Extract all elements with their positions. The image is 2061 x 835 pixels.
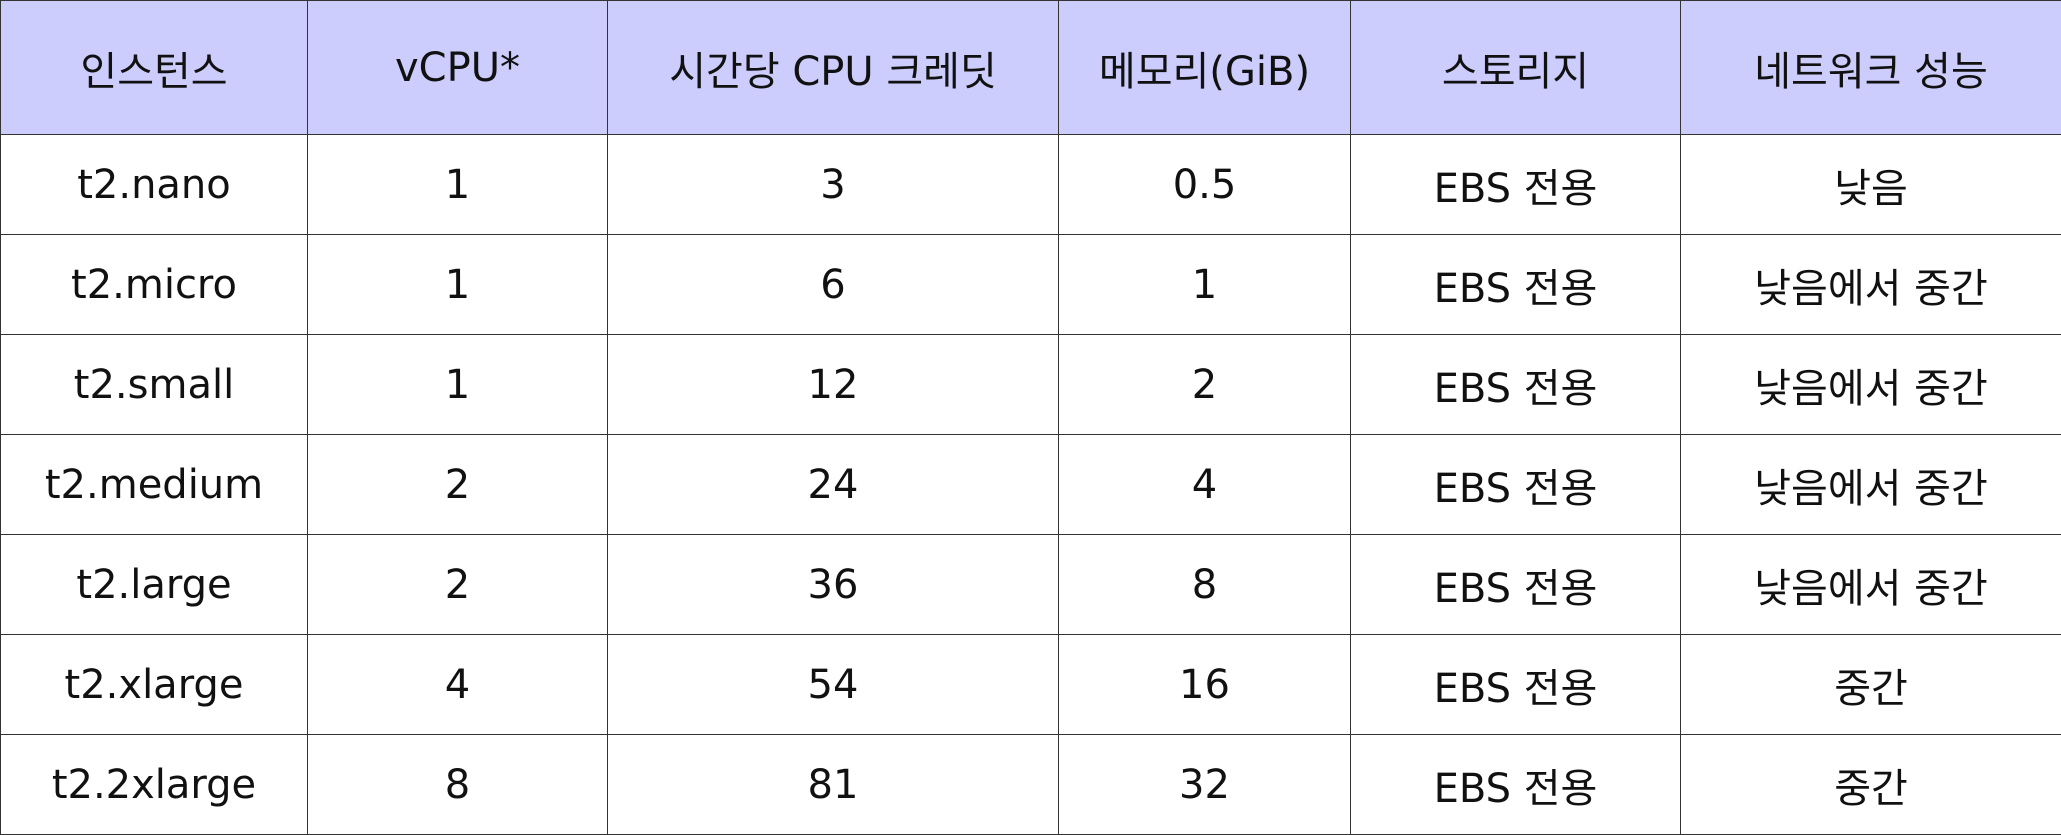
cell-vcpu: 2 — [307, 434, 608, 535]
cell-instance: t2.micro — [0, 234, 308, 335]
cell-memory: 1 — [1058, 234, 1351, 335]
header-cpu-credits-per-hour: 시간당 CPU 크레딧 — [607, 0, 1059, 135]
cell-vcpu: 8 — [307, 734, 608, 835]
cell-memory: 4 — [1058, 434, 1351, 535]
cell-storage: EBS 전용 — [1350, 634, 1681, 735]
cell-memory: 0.5 — [1058, 134, 1351, 235]
table-row: t2.micro 1 6 1 EBS 전용 낮음에서 중간 — [0, 234, 2061, 335]
cell-storage: EBS 전용 — [1350, 734, 1681, 835]
header-network-performance: 네트워크 성능 — [1680, 0, 2061, 135]
cell-memory: 8 — [1058, 534, 1351, 635]
cell-memory: 2 — [1058, 334, 1351, 435]
table-header: 인스턴스 vCPU* 시간당 CPU 크레딧 메모리(GiB) 스토리지 네트워… — [0, 0, 2061, 135]
cell-vcpu: 2 — [307, 534, 608, 635]
cell-network: 낮음 — [1680, 134, 2061, 235]
table-row: t2.2xlarge 8 81 32 EBS 전용 중간 — [0, 734, 2061, 835]
cell-storage: EBS 전용 — [1350, 334, 1681, 435]
cell-network: 낮음에서 중간 — [1680, 334, 2061, 435]
cell-vcpu: 1 — [307, 334, 608, 435]
cell-instance: t2.medium — [0, 434, 308, 535]
cell-network: 낮음에서 중간 — [1680, 534, 2061, 635]
table-row: t2.medium 2 24 4 EBS 전용 낮음에서 중간 — [0, 434, 2061, 535]
cell-cpu-credits: 3 — [607, 134, 1059, 235]
cell-vcpu: 4 — [307, 634, 608, 735]
cell-instance: t2.xlarge — [0, 634, 308, 735]
table-row: t2.xlarge 4 54 16 EBS 전용 중간 — [0, 634, 2061, 735]
table-body: t2.nano 1 3 0.5 EBS 전용 낮음 t2.micro 1 6 1… — [0, 134, 2061, 835]
cell-cpu-credits: 36 — [607, 534, 1059, 635]
header-instance: 인스턴스 — [0, 0, 308, 135]
cell-instance: t2.nano — [0, 134, 308, 235]
cell-network: 중간 — [1680, 634, 2061, 735]
cell-instance: t2.large — [0, 534, 308, 635]
cell-storage: EBS 전용 — [1350, 234, 1681, 335]
cell-instance: t2.small — [0, 334, 308, 435]
cell-memory: 32 — [1058, 734, 1351, 835]
header-memory: 메모리(GiB) — [1058, 0, 1351, 135]
header-vcpu: vCPU* — [307, 0, 608, 135]
cell-network: 중간 — [1680, 734, 2061, 835]
cell-vcpu: 1 — [307, 134, 608, 235]
table-row: t2.large 2 36 8 EBS 전용 낮음에서 중간 — [0, 534, 2061, 635]
table-row: t2.nano 1 3 0.5 EBS 전용 낮음 — [0, 134, 2061, 235]
cell-instance: t2.2xlarge — [0, 734, 308, 835]
cell-memory: 16 — [1058, 634, 1351, 735]
cell-storage: EBS 전용 — [1350, 434, 1681, 535]
cell-cpu-credits: 6 — [607, 234, 1059, 335]
cell-network: 낮음에서 중간 — [1680, 434, 2061, 535]
cell-cpu-credits: 12 — [607, 334, 1059, 435]
table-row: t2.small 1 12 2 EBS 전용 낮음에서 중간 — [0, 334, 2061, 435]
cell-storage: EBS 전용 — [1350, 134, 1681, 235]
header-storage: 스토리지 — [1350, 0, 1681, 135]
cell-cpu-credits: 54 — [607, 634, 1059, 735]
cell-storage: EBS 전용 — [1350, 534, 1681, 635]
cell-cpu-credits: 81 — [607, 734, 1059, 835]
header-row: 인스턴스 vCPU* 시간당 CPU 크레딧 메모리(GiB) 스토리지 네트워… — [0, 0, 2061, 135]
cell-vcpu: 1 — [307, 234, 608, 335]
cell-cpu-credits: 24 — [607, 434, 1059, 535]
cell-network: 낮음에서 중간 — [1680, 234, 2061, 335]
